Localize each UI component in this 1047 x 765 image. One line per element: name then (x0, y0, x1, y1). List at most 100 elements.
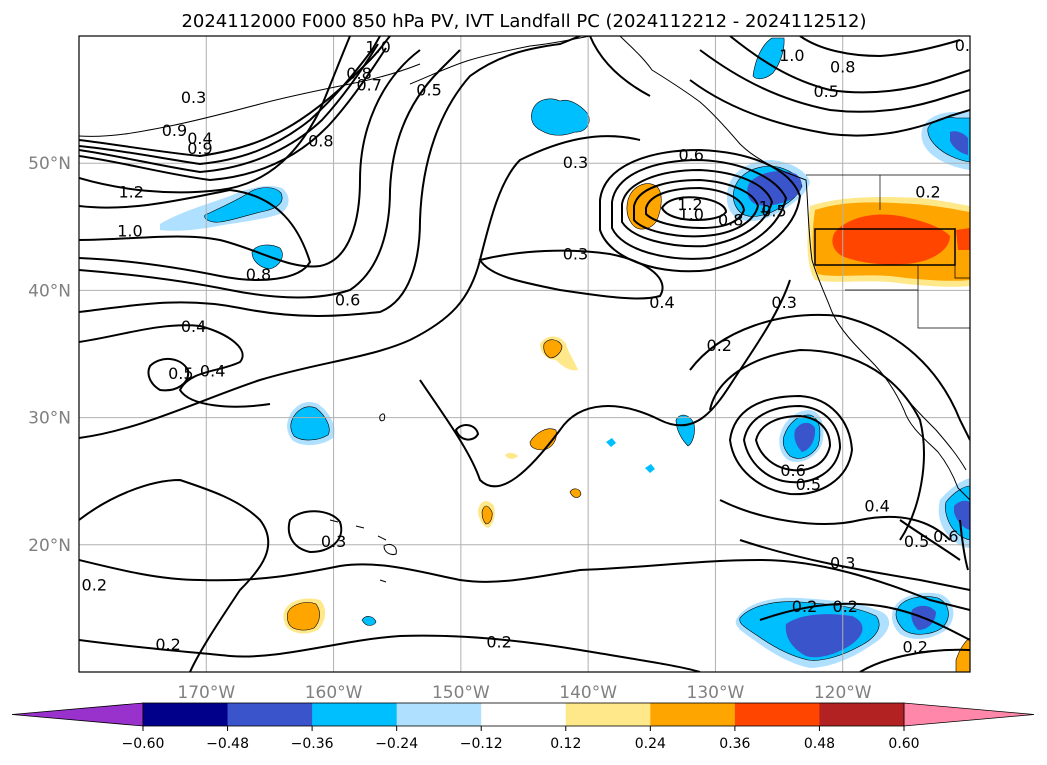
contour-line (599, 148, 802, 273)
contour-line (79, 634, 701, 672)
contour-label: 0.7 (356, 75, 381, 94)
contour-line (79, 188, 312, 281)
lat-tick-label: 20°N (28, 536, 71, 556)
colorbar-extend-under (11, 702, 144, 727)
shade-blob (645, 464, 655, 473)
contour-label: 0.8 (718, 210, 743, 229)
contour-label: 0.4 (649, 293, 674, 312)
contour-line (79, 49, 461, 299)
shade-blob (543, 339, 563, 359)
contour-label: 0.9 (162, 121, 187, 140)
contour-label: 0.4 (181, 317, 206, 336)
contour-label: 0.5 (416, 81, 441, 100)
contour-line (645, 186, 746, 230)
contour-line (728, 394, 854, 496)
contour-label: 0.6 (780, 461, 805, 480)
contour-line (660, 196, 728, 222)
contour-line (754, 414, 832, 472)
lon-tick-label: 160°W (305, 683, 363, 703)
contour-line (79, 47, 387, 182)
colorbar-bin (396, 703, 482, 726)
contour-label: 0.3 (563, 153, 588, 172)
contour-label: 0.6 (335, 290, 360, 309)
colorbar-bin (481, 703, 567, 726)
contour-line (79, 478, 270, 672)
contour-line (719, 499, 951, 541)
map-title: 2024112000 F000 850 hPa PV, IVT Landfall… (181, 11, 866, 32)
contour-line (79, 49, 421, 268)
contour-line (899, 519, 961, 561)
us-state-borders (806, 174, 970, 329)
contour-label: 0.2 (833, 597, 858, 616)
contour-label: 1 (759, 198, 769, 217)
contour-label: 0.3 (321, 532, 346, 551)
contour-line (79, 36, 391, 158)
contour-label: 0.2 (915, 182, 940, 201)
contour-labels: 1.00.80.7 0.50.80.30.40.90.91.21.00.80.60… (82, 36, 970, 657)
graticule (79, 36, 970, 672)
contour-line (287, 510, 343, 554)
contour-label: 0.3 (830, 554, 855, 573)
contour-label: 0.2 (82, 575, 107, 594)
contour-label: 0.9 (187, 139, 212, 158)
lon-tick-label: 130°W (687, 683, 745, 703)
contour-label: 0.4 (864, 496, 889, 515)
contour-label: 1.2 (118, 182, 143, 201)
small-island (379, 413, 386, 422)
lat-tick-label: 30°N (28, 409, 71, 429)
colorbar: −0.60 −0.48 −0.36 −0.24 −0.12 0.12 0.24 0.36 0.4… (11, 702, 1035, 752)
lat-tick-label: 40°N (28, 281, 71, 301)
contour-label: 1.2 (677, 195, 702, 214)
contour-label: 1.0 (117, 222, 142, 241)
shade-blob (955, 637, 970, 672)
colorbar-tick-label: −0.24 (375, 736, 418, 752)
colorbar-tick-label: 0.60 (888, 736, 919, 752)
contour-line (742, 404, 842, 484)
lon-tick-label: 120°W (814, 683, 872, 703)
contour-line (699, 49, 970, 113)
contour-line (739, 539, 970, 591)
contour-line (709, 348, 925, 541)
contour-line (79, 135, 641, 439)
small-island (379, 579, 387, 583)
contour-label: 0.5 (813, 82, 838, 101)
contour-label: 0.3 (181, 88, 206, 107)
contour-line (729, 36, 970, 94)
colorbar-bin (819, 703, 905, 726)
contour-label: 0.2 (486, 633, 511, 652)
colorbar-bin (565, 703, 651, 726)
lon-tick-label: 170°W (177, 683, 235, 703)
longitude-labels: 170°W 160°W 150°W 140°W 130°W 120°W (177, 683, 871, 703)
shade-blob (531, 98, 590, 136)
contour-line (79, 43, 379, 174)
contour-label: 0.8 (346, 64, 371, 83)
shade-blob (481, 505, 493, 525)
lat-tick-label: 50°N (28, 154, 71, 174)
lon-tick-label: 140°W (559, 683, 617, 703)
contour-line (478, 249, 664, 300)
contour-line (859, 648, 970, 672)
shade-blob (287, 602, 320, 631)
colorbar-tick-label: −0.36 (291, 736, 334, 752)
contour-line (611, 158, 788, 260)
contour-label: 0.2 (903, 638, 928, 657)
contour-label: 1.0 (779, 46, 804, 65)
contour-line (419, 279, 791, 488)
contour-line (147, 358, 190, 392)
contour-label: 0.6 (679, 145, 704, 164)
contour-line (959, 519, 969, 571)
colorbar-bin (227, 703, 313, 726)
landfall-box (814, 228, 956, 266)
contour-label: 0.5 (904, 532, 929, 551)
shade-blob (950, 131, 968, 155)
contour-label: 0.6 (933, 527, 958, 546)
contour-line (589, 36, 651, 97)
contour-line (454, 424, 480, 441)
hawaii-islands (329, 519, 397, 555)
shade-blob (794, 422, 816, 452)
shade-blob (752, 37, 785, 80)
contour-label: 0.3 (771, 293, 796, 312)
shade-blob (505, 452, 518, 459)
colorbar-bin (143, 703, 229, 726)
